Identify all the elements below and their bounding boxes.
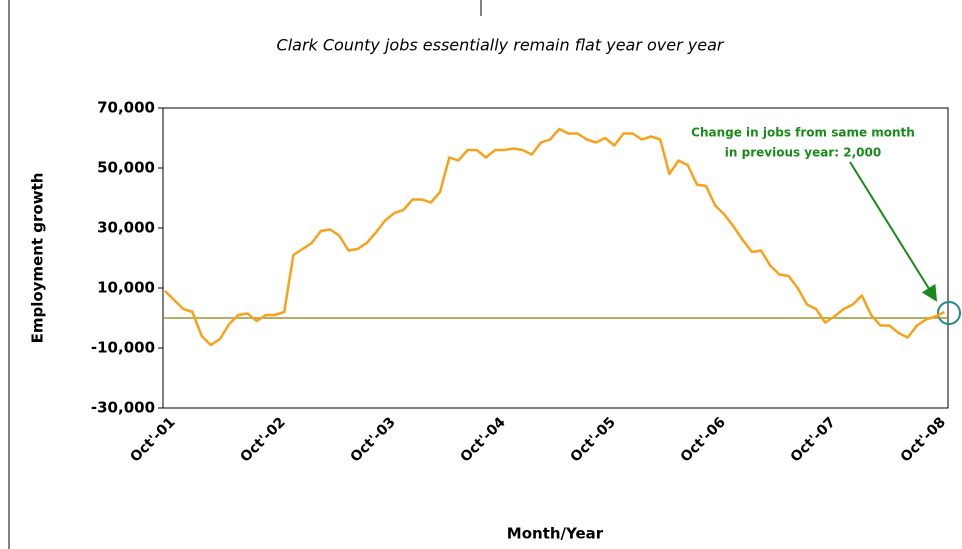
- x-axis-label: Month/Year: [507, 525, 604, 543]
- annotation: Change in jobs from same month: [691, 126, 915, 140]
- chart-title: Clark County jobs essentially remain fla…: [277, 36, 725, 55]
- highlight-circle: [937, 301, 961, 325]
- x-tick-label: Oct'-03: [347, 414, 398, 465]
- x-tick-label: Oct'-06: [678, 414, 729, 465]
- x-tick-label: Oct'-07: [788, 414, 839, 465]
- x-tick-label: Oct'-05: [568, 414, 619, 465]
- y-tick-label: 50,000: [97, 159, 155, 177]
- y-tick-label: 10,000: [97, 279, 155, 297]
- y-axis-label: Employment growth: [29, 173, 47, 344]
- annotation-arrow: [849, 161, 938, 302]
- y-tick-label: 30,000: [97, 219, 155, 237]
- x-tick-label: Oct'-02: [237, 414, 288, 465]
- x-tick-label: Oct'-04: [458, 414, 509, 465]
- y-tick-label: -10,000: [91, 339, 155, 357]
- y-tick-label: 70,000: [97, 99, 155, 117]
- plot-area: [162, 107, 949, 409]
- x-tick-label: Oct'-01: [127, 414, 178, 465]
- annotation: in previous year: 2,000: [725, 146, 881, 160]
- x-tick-label: Oct'-08: [898, 414, 949, 465]
- y-tick-label: -30,000: [91, 399, 155, 417]
- data-line: [164, 127, 946, 347]
